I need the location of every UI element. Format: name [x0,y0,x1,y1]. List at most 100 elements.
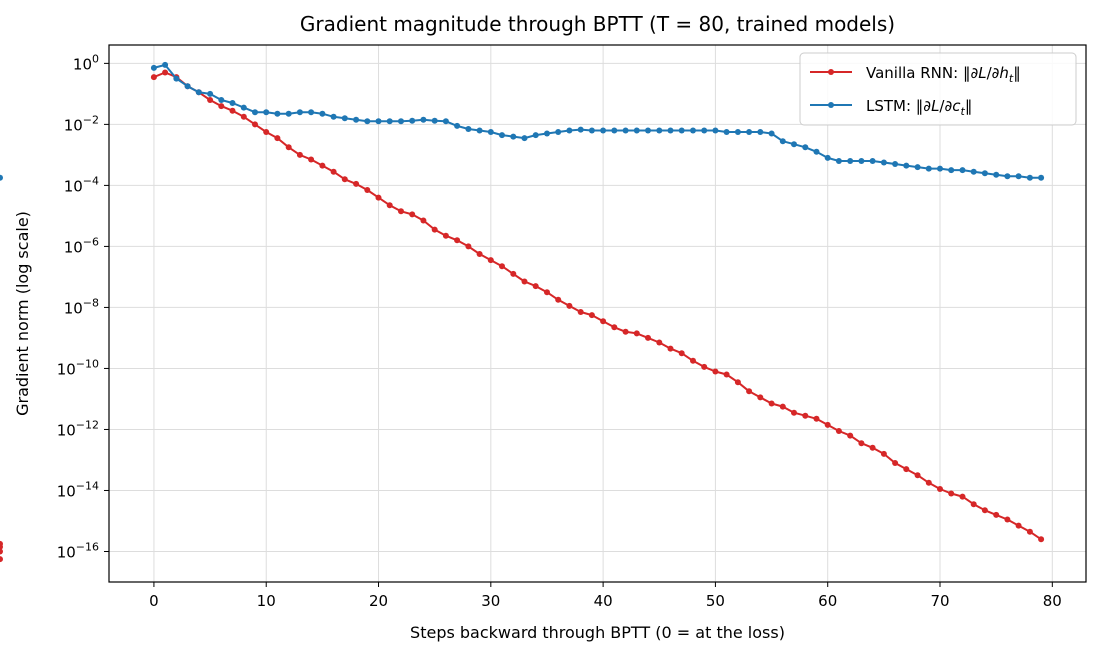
x-tick-label: 10 [257,592,276,610]
series-1-point [746,129,753,135]
y-tick-label: 10−2 [64,113,99,134]
series-0-point [274,135,281,142]
series-0-point [487,257,494,264]
x-tick-label: 0 [149,592,159,610]
series-1-point [802,144,809,151]
series-0-point [712,368,719,375]
y-tick-label: 10−16 [57,540,99,561]
series-0-point [690,357,696,364]
y-axis-label: Gradient norm (log scale) [13,211,32,416]
series-1-point [768,130,775,137]
series-0-point [398,208,404,215]
series-1-point [566,127,573,134]
series-1-point [1004,173,1011,180]
series-0-point [510,270,517,277]
series-1-point [364,118,371,125]
series-0-point [285,144,292,151]
series-1-point [757,129,764,135]
legend-swatch-marker [828,69,834,75]
series-0-point [1026,528,1033,535]
series-1-point [622,127,629,134]
x-tick-label: 40 [594,592,613,610]
series-0-point [465,243,472,250]
legend: Vanilla RNN: ‖∂L/∂ht‖ LSTM: ‖∂L/∂ct‖ [799,52,1077,126]
series-1-point [218,97,225,103]
series-1-point [0,174,3,181]
series-1-point [341,115,348,122]
series-1-point [398,118,404,125]
series-1-point [701,127,708,134]
series-0-point [353,180,360,187]
series-1-point [532,132,539,139]
series-1-point [544,130,550,137]
series-1-point [195,89,202,96]
series-1-point [678,127,685,134]
series-0-point [150,74,157,81]
x-tick-label: 20 [369,592,388,610]
series-1-point [858,158,865,164]
legend-box [799,52,1077,126]
legend-swatch-marker [828,102,834,108]
series-1-point [970,168,977,175]
series-1-point [903,162,910,169]
series-0-point [566,302,573,309]
series-1-point [173,75,180,82]
legend-entry-0: Vanilla RNN: ‖∂L/∂ht‖ [866,64,1021,85]
series-1-point [521,135,528,142]
y-tick-label: 10−4 [64,174,99,195]
series-0-point [0,543,3,550]
series-0-point [0,548,3,555]
series-1-point [375,118,382,125]
series-0-point [364,187,371,193]
series-1-point [285,110,292,117]
series-0-point [734,379,741,386]
series-1-point [588,127,595,134]
y-tick-label: 10−12 [57,418,99,439]
series-1-point [184,83,191,90]
series-layer [0,61,1045,563]
y-tick-label: 10−6 [64,235,99,256]
series-0-point [880,450,887,457]
series-0-point [981,507,988,514]
series-0-point [308,156,315,163]
series-0-point [993,511,1000,518]
series-0-point [1038,536,1045,543]
series-0-point [656,339,663,346]
series-0-point [555,296,562,303]
series-1-point [633,127,640,134]
series-0-point [847,432,854,439]
series-0-point [319,162,326,169]
series-1-point [824,154,831,161]
x-tick-label: 70 [930,592,949,610]
series-1-point [813,148,820,155]
series-1-point [386,118,393,125]
series-0-point [600,318,607,325]
series-1-point [847,158,854,164]
series-1-point [252,109,258,116]
y-tick-label: 100 [73,52,99,73]
series-0-point [813,415,820,422]
series-1-point [150,64,157,71]
series-0-point [544,289,550,296]
series-0-point [869,444,876,451]
series-1-point [240,104,247,111]
series-0-point [925,479,932,486]
series-1-point [319,110,326,117]
series-1-point [577,126,584,133]
series-1-point [723,129,730,135]
series-0-point [252,121,258,128]
series-0-point [779,403,786,410]
series-1-point [880,159,887,166]
series-0-point [454,237,461,244]
series-0-point [577,309,584,315]
series-1-point [611,127,618,134]
series-1-point [791,141,797,148]
series-1-point [779,138,786,145]
series-1-point [600,127,607,134]
series-1-point [420,116,427,123]
series-0-point [476,251,483,257]
x-axis-label: Steps backward through BPTT (0 = at the … [410,623,785,642]
series-1-point [499,132,505,139]
series-0-point [723,371,730,378]
